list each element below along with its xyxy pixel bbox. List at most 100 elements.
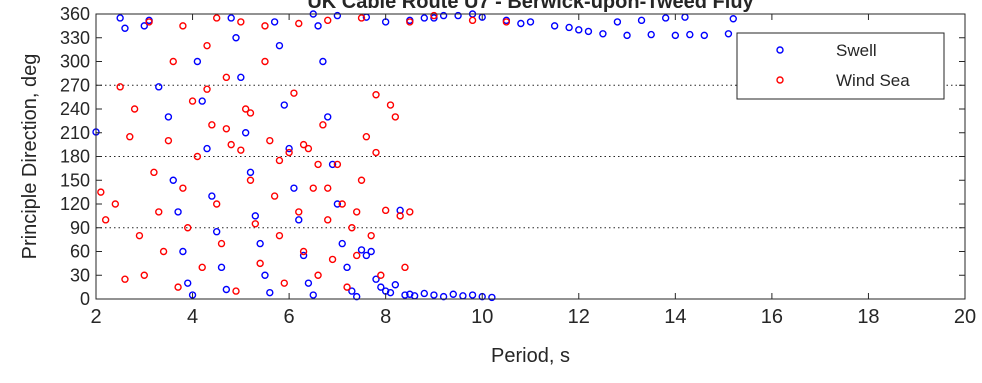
data-point xyxy=(101,216,110,224)
data-point xyxy=(222,285,231,294)
data-point xyxy=(184,224,192,232)
data-point xyxy=(188,97,197,105)
data-point xyxy=(184,279,192,287)
data-point xyxy=(208,192,216,200)
data-point xyxy=(295,19,303,28)
data-point xyxy=(377,271,385,279)
data-point xyxy=(155,208,163,216)
data-point xyxy=(275,156,284,165)
data-point xyxy=(203,85,211,93)
data-point xyxy=(208,121,216,129)
y-tick-label: 90 xyxy=(70,218,90,238)
data-point xyxy=(357,14,366,22)
data-point xyxy=(116,14,124,22)
data-point xyxy=(111,200,120,208)
data-point xyxy=(295,208,303,216)
data-point xyxy=(299,247,308,256)
data-point xyxy=(386,288,395,297)
data-point xyxy=(324,184,332,192)
data-point xyxy=(266,288,274,297)
data-point xyxy=(116,83,124,91)
data-point xyxy=(439,292,448,301)
data-point xyxy=(454,11,462,20)
data-point xyxy=(261,271,269,279)
y-tick-label: 150 xyxy=(60,170,90,190)
data-point xyxy=(314,271,322,279)
data-point xyxy=(377,283,385,291)
data-point xyxy=(324,16,332,25)
data-point xyxy=(401,263,409,272)
data-points xyxy=(92,10,737,302)
data-point xyxy=(256,239,264,248)
data-point xyxy=(584,27,593,36)
data-point xyxy=(285,144,293,153)
data-point xyxy=(381,206,390,215)
data-point xyxy=(241,129,250,137)
data-point xyxy=(270,18,279,26)
data-point xyxy=(338,239,346,248)
y-tick-label: 180 xyxy=(60,147,90,167)
data-point xyxy=(372,275,380,283)
data-point xyxy=(502,18,511,26)
data-point xyxy=(155,83,163,91)
data-point xyxy=(396,212,404,220)
x-tick-label: 16 xyxy=(761,306,783,328)
data-point xyxy=(246,109,255,117)
data-point xyxy=(647,30,655,39)
data-point xyxy=(430,14,438,22)
data-point xyxy=(430,291,438,299)
data-point xyxy=(140,22,148,30)
data-point xyxy=(319,57,327,66)
y-tick-label: 60 xyxy=(70,242,90,262)
data-point xyxy=(285,148,293,157)
data-point xyxy=(517,19,525,28)
data-point xyxy=(449,290,457,298)
data-point xyxy=(333,160,342,169)
data-point xyxy=(256,259,264,268)
data-point xyxy=(348,287,356,295)
data-point xyxy=(420,14,428,22)
data-point xyxy=(193,57,202,66)
data-point xyxy=(246,168,255,177)
y-axis-label: Principle Direction, deg xyxy=(19,54,41,260)
data-point xyxy=(145,18,153,26)
data-point xyxy=(280,279,288,287)
data-point xyxy=(599,30,607,38)
data-point xyxy=(222,125,231,133)
data-point xyxy=(304,144,313,153)
data-point xyxy=(121,24,129,32)
data-point xyxy=(661,14,670,22)
data-point xyxy=(314,160,322,169)
data-point xyxy=(251,220,260,228)
x-tick-label: 8 xyxy=(380,306,391,328)
data-point xyxy=(251,212,260,220)
data-point xyxy=(353,251,361,260)
data-point xyxy=(299,251,308,260)
y-tick-label: 270 xyxy=(60,75,90,95)
data-point xyxy=(343,263,351,272)
data-point xyxy=(386,101,395,109)
y-tick-label: 330 xyxy=(60,28,90,48)
data-point xyxy=(700,31,708,40)
data-point xyxy=(681,13,689,21)
x-tick-label: 18 xyxy=(857,306,879,328)
data-point xyxy=(391,281,400,289)
data-point xyxy=(729,15,737,23)
data-point xyxy=(290,89,298,97)
data-point xyxy=(174,283,182,291)
data-point xyxy=(565,23,573,32)
data-point xyxy=(406,208,414,216)
data-point xyxy=(348,224,356,232)
data-point xyxy=(135,231,144,240)
data-point xyxy=(290,184,298,192)
data-point xyxy=(724,30,733,38)
legend-label: Wind Sea xyxy=(836,71,910,90)
data-point xyxy=(372,148,380,157)
data-point xyxy=(174,208,182,216)
chart-title: UK Cable Route U7 - Berwick-upon-Tweed F… xyxy=(307,0,754,13)
y-tick-label: 300 xyxy=(60,52,90,72)
data-point xyxy=(362,251,371,260)
data-point xyxy=(179,184,187,192)
data-point xyxy=(459,292,467,300)
